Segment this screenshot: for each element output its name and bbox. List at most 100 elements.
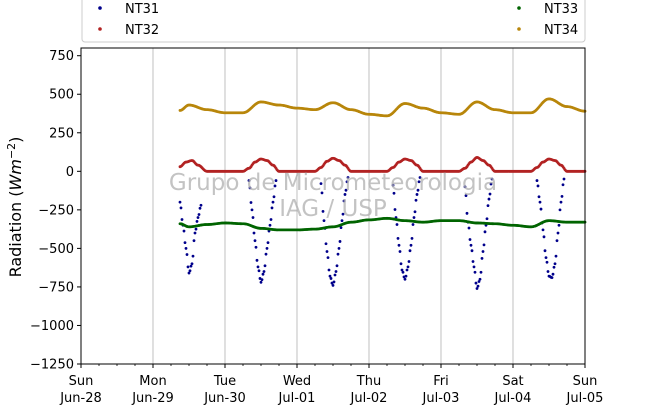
data-point xyxy=(482,243,486,247)
data-point xyxy=(341,212,345,216)
watermark-line-2: IAG / USP xyxy=(279,196,387,222)
data-point xyxy=(346,176,350,179)
x-tick-label: Sun Jul-05 xyxy=(566,374,604,406)
data-point xyxy=(560,194,564,198)
data-point xyxy=(406,265,410,269)
data-point xyxy=(188,269,192,273)
data-point xyxy=(538,200,542,204)
data-point xyxy=(558,208,562,212)
grid-lines xyxy=(152,48,514,364)
data-point xyxy=(546,270,550,273)
data-point xyxy=(401,270,405,274)
data-point xyxy=(337,246,341,250)
y-axis-label-main: Radiation ( xyxy=(6,190,25,277)
data-point xyxy=(398,250,402,253)
x-tick-day: Mon xyxy=(139,374,166,389)
data-point xyxy=(562,177,566,181)
legend-label: NT31 xyxy=(125,2,159,17)
watermark-line-1: Grupo de Micrometeorologia xyxy=(169,170,497,196)
data-point xyxy=(325,250,329,253)
x-tick-label: Thu Jul-02 xyxy=(350,374,388,406)
data-point xyxy=(555,239,559,243)
data-point xyxy=(339,226,343,229)
data-point xyxy=(331,283,335,287)
data-point xyxy=(273,184,277,188)
data-point xyxy=(410,236,414,240)
data-point xyxy=(250,208,254,212)
data-point xyxy=(400,268,404,272)
data-point xyxy=(554,254,558,258)
data-point xyxy=(263,264,267,268)
data-point xyxy=(414,198,418,202)
x-axis: Sun Jun-28 Mon Jun-29 Tue Jun-30 Wed Jul-01 Thu J… xyxy=(59,364,603,406)
data-point xyxy=(324,242,328,246)
data-point xyxy=(409,243,413,247)
data-point xyxy=(393,208,397,211)
data-point xyxy=(556,231,560,235)
y-axis: 750 500 250 0 −250 −500 −750 −1000 −1250 xyxy=(30,49,81,373)
data-point xyxy=(486,204,490,208)
x-tick-date: Jul-01 xyxy=(278,391,316,406)
data-point xyxy=(322,219,326,223)
data-point xyxy=(561,183,565,187)
data-point xyxy=(190,262,194,266)
x-tick-day: Thu xyxy=(356,374,381,389)
x-tick-date: Jun-30 xyxy=(203,391,246,406)
legend-marker xyxy=(517,6,521,10)
data-point xyxy=(326,256,330,260)
data-point xyxy=(550,276,554,280)
y-tick-label: 0 xyxy=(66,165,74,180)
data-point xyxy=(488,192,492,196)
data-point xyxy=(264,252,268,256)
y-axis-label-exponent: −2 xyxy=(5,143,18,159)
data-point xyxy=(184,246,188,250)
data-point xyxy=(249,201,253,204)
data-point xyxy=(328,274,332,278)
data-point xyxy=(342,199,346,203)
data-point xyxy=(182,229,186,233)
data-point xyxy=(471,260,475,263)
legend-box xyxy=(81,0,586,43)
data-point xyxy=(542,235,546,239)
data-point xyxy=(415,193,419,196)
y-tick-label: 250 xyxy=(49,126,74,141)
data-point xyxy=(257,269,261,273)
data-point xyxy=(474,281,478,285)
data-point xyxy=(198,206,202,210)
data-point xyxy=(559,200,563,204)
data-point xyxy=(179,206,183,210)
data-point xyxy=(248,186,252,190)
data-point xyxy=(343,193,347,196)
series-nt31 xyxy=(178,176,566,290)
data-point xyxy=(539,207,543,211)
data-point xyxy=(464,194,468,197)
data-point xyxy=(413,210,417,214)
y-tick-label: −750 xyxy=(38,280,74,295)
data-point xyxy=(247,179,251,182)
data-point xyxy=(329,277,333,280)
y-tick-label: −250 xyxy=(38,203,74,218)
x-tick-day: Sun xyxy=(573,374,598,389)
data-point xyxy=(333,273,337,277)
legend-marker xyxy=(98,27,102,31)
data-point xyxy=(544,256,548,260)
data-point xyxy=(199,203,203,207)
data-point xyxy=(193,231,197,235)
y-axis-label: Radiation (Wm−2) xyxy=(5,137,25,278)
data-point xyxy=(254,245,258,249)
legend-label: NT32 xyxy=(125,23,159,38)
x-tick-label: Tue Jun-30 xyxy=(203,374,246,406)
data-point xyxy=(403,277,407,281)
data-point xyxy=(345,180,349,184)
data-point xyxy=(327,268,331,272)
data-point xyxy=(545,260,549,264)
legend-label: NT34 xyxy=(544,23,578,38)
x-tick-date: Jul-05 xyxy=(566,391,604,406)
data-point xyxy=(397,243,401,247)
data-point xyxy=(465,211,469,215)
data-point xyxy=(404,274,408,278)
data-point xyxy=(392,191,396,195)
data-point xyxy=(473,270,477,274)
data-point xyxy=(483,230,487,234)
